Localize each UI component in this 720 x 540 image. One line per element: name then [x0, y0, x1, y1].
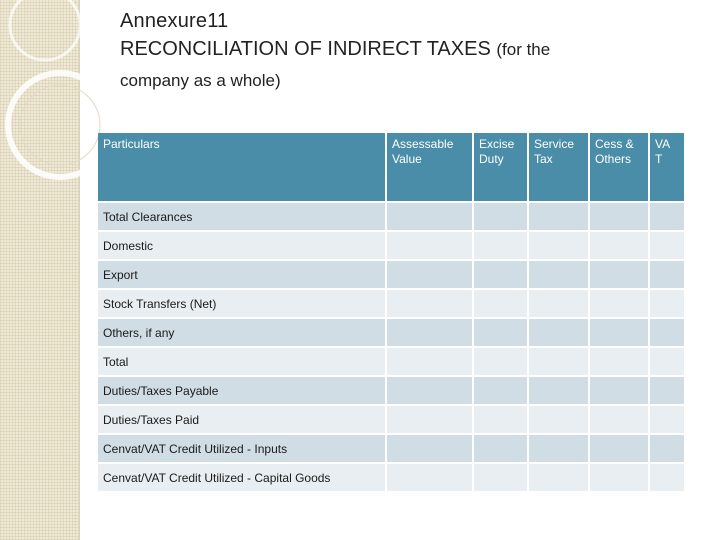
table-cell [387, 290, 472, 317]
reconciliation-table: Particulars Assessable Value Excise Duty… [96, 131, 686, 493]
table-cell [590, 377, 648, 404]
decorative-side-band [0, 0, 79, 540]
decorative-circles [5, 0, 115, 180]
row-label: Export [98, 261, 385, 288]
row-label: Cenvat/VAT Credit Utilized - Capital Goo… [98, 464, 385, 491]
row-label: Total Clearances [98, 203, 385, 230]
row-label: Stock Transfers (Net) [98, 290, 385, 317]
slide-heading-continuation: company as a whole) [120, 71, 281, 90]
header-particulars: Particulars [98, 133, 385, 201]
table-row: Cenvat/VAT Credit Utilized - Inputs [98, 435, 684, 462]
table-cell [590, 261, 648, 288]
table-cell [590, 290, 648, 317]
table-row: Duties/Taxes Paid [98, 406, 684, 433]
table-cell [529, 261, 588, 288]
table-cell [474, 290, 527, 317]
table-cell [474, 464, 527, 491]
table-cell [650, 464, 684, 491]
table-cell [474, 348, 527, 375]
table-row: Total Clearances [98, 203, 684, 230]
header-cess-others: Cess & Others [590, 133, 648, 201]
side-band-edge [79, 0, 80, 540]
header-vat: VA T [650, 133, 684, 201]
table-cell [387, 232, 472, 259]
table-row: Cenvat/VAT Credit Utilized - Capital Goo… [98, 464, 684, 491]
table-cell [387, 348, 472, 375]
table-row: Stock Transfers (Net) [98, 290, 684, 317]
table-row: Domestic [98, 232, 684, 259]
slide-title: Annexure11 [120, 10, 229, 32]
table-cell [474, 377, 527, 404]
table-cell [529, 232, 588, 259]
table-cell [590, 348, 648, 375]
table-row: Export [98, 261, 684, 288]
table-cell [529, 377, 588, 404]
table-cell [590, 232, 648, 259]
table-cell [650, 435, 684, 462]
table-cell [650, 348, 684, 375]
table-cell [650, 261, 684, 288]
table-cell [474, 232, 527, 259]
row-label: Total [98, 348, 385, 375]
table-row: Duties/Taxes Payable [98, 377, 684, 404]
table-cell [650, 377, 684, 404]
table-cell [474, 406, 527, 433]
table-cell [590, 319, 648, 346]
row-label: Domestic [98, 232, 385, 259]
table-cell [590, 435, 648, 462]
header-excise-duty: Excise Duty [474, 133, 527, 201]
heading-main-text: RECONCILIATION OF INDIRECT TAXES [120, 38, 491, 60]
table-cell [529, 319, 588, 346]
table-cell [387, 406, 472, 433]
row-label: Others, if any [98, 319, 385, 346]
table-cell [529, 406, 588, 433]
heading-suffix-text: (for the [496, 40, 551, 59]
table-cell [474, 435, 527, 462]
table-row: Others, if any [98, 319, 684, 346]
row-label: Duties/Taxes Payable [98, 377, 385, 404]
table-cell [590, 464, 648, 491]
row-label: Cenvat/VAT Credit Utilized - Inputs [98, 435, 385, 462]
table-cell [650, 203, 684, 230]
table-cell [590, 203, 648, 230]
table-cell [650, 406, 684, 433]
table-cell [387, 319, 472, 346]
table-cell [590, 406, 648, 433]
table-cell [529, 348, 588, 375]
row-label: Duties/Taxes Paid [98, 406, 385, 433]
table-cell [529, 290, 588, 317]
table-cell [474, 319, 527, 346]
table-cell [387, 435, 472, 462]
table-cell [529, 203, 588, 230]
table-cell [474, 203, 527, 230]
table-cell [529, 435, 588, 462]
slide-heading: RECONCILIATION OF INDIRECT TAXES (for th… [120, 38, 550, 61]
table-header-row: Particulars Assessable Value Excise Duty… [98, 133, 684, 201]
table-cell [387, 261, 472, 288]
table-cell [387, 203, 472, 230]
table-cell [650, 290, 684, 317]
table-row: Total [98, 348, 684, 375]
table-cell [474, 261, 527, 288]
table-cell [650, 232, 684, 259]
header-service-tax: Service Tax [529, 133, 588, 201]
header-assessable-value: Assessable Value [387, 133, 472, 201]
table-cell [387, 377, 472, 404]
table-cell [650, 319, 684, 346]
table-cell [529, 464, 588, 491]
table-cell [387, 464, 472, 491]
